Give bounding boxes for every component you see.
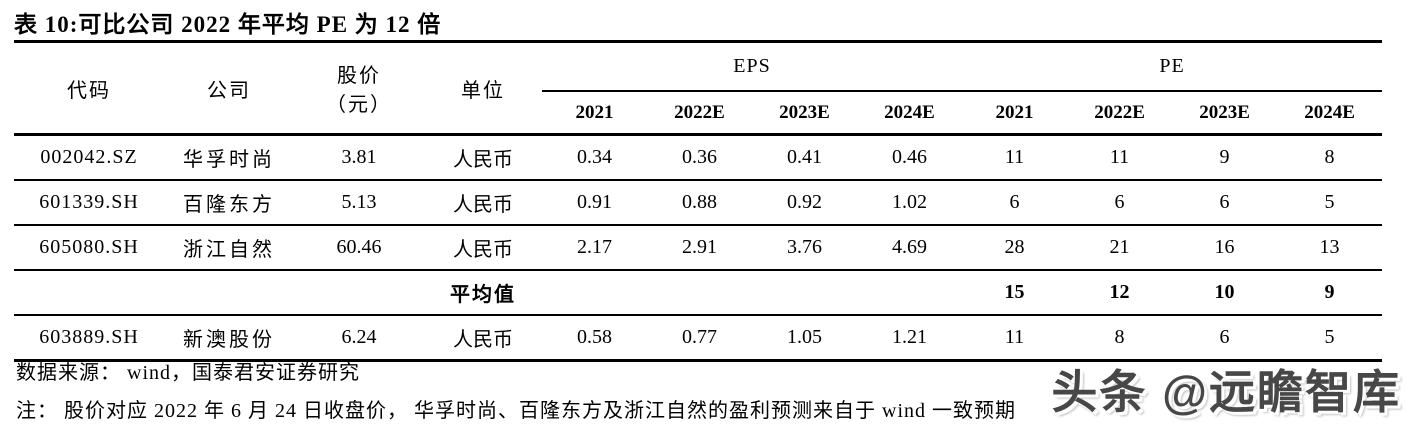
cell-pe-2023e: 6 — [1172, 315, 1278, 362]
cell-price: 6.24 — [294, 315, 424, 362]
cell-eps-2023e: 0.41 — [752, 134, 857, 181]
cell-eps-2024e: 0.46 — [857, 134, 963, 181]
cell-empty — [647, 270, 752, 316]
cell-empty — [752, 270, 857, 316]
cell-avg-pe-2023e: 10 — [1172, 270, 1278, 316]
cell-company: 百隆东方 — [164, 180, 294, 226]
cell-empty — [294, 270, 424, 316]
cell-price: 5.13 — [294, 180, 424, 226]
table-row: 002042.SZ 华孚时尚 3.81 人民币 0.34 0.36 0.41 0… — [14, 134, 1383, 181]
cell-code: 002042.SZ — [14, 134, 164, 181]
cell-pe-2024e: 8 — [1277, 134, 1383, 181]
cell-unit: 人民币 — [424, 134, 542, 181]
eps-year-header-2023e: 2023E — [752, 91, 857, 136]
comparable-companies-table: 代码 公司 股价 （元） 单位 EPS PE 2021 2022E 2023E … — [14, 40, 1383, 362]
cell-unit: 人民币 — [424, 180, 542, 226]
cell-company: 新澳股份 — [164, 315, 294, 362]
cell-price: 60.46 — [294, 225, 424, 271]
cell-company: 浙江自然 — [164, 225, 294, 271]
eps-year-header-2022e: 2022E — [647, 91, 752, 136]
pe-year-header-2024e: 2024E — [1277, 91, 1383, 136]
col-header-price-line2: （元） — [326, 94, 392, 116]
cell-code: 603889.SH — [14, 315, 164, 362]
cell-pe-2021: 11 — [962, 315, 1068, 362]
cell-pe-2024e: 5 — [1277, 180, 1383, 226]
col-header-price-line1: 股价 — [337, 65, 381, 87]
cell-eps-2022e: 0.88 — [647, 180, 752, 226]
cell-pe-2022e: 8 — [1067, 315, 1173, 362]
cell-eps-2021: 0.34 — [542, 134, 647, 181]
cell-eps-2022e: 2.91 — [647, 225, 752, 271]
cell-eps-2024e: 1.21 — [857, 315, 963, 362]
cell-company: 华孚时尚 — [164, 134, 294, 181]
table-year-header-row: 2021 2022E 2023E 2024E 2021 2022E 2023E … — [14, 91, 1383, 136]
cell-avg-pe-2022e: 12 — [1067, 270, 1173, 316]
cell-eps-2023e: 0.92 — [752, 180, 857, 226]
col-header-code: 代码 — [14, 41, 164, 136]
cell-eps-2022e: 0.36 — [647, 134, 752, 181]
table-row: 601339.SH 百隆东方 5.13 人民币 0.91 0.88 0.92 1… — [14, 180, 1383, 226]
cell-pe-2023e: 16 — [1172, 225, 1278, 271]
eps-group-header: EPS — [542, 41, 963, 92]
cell-pe-2021: 28 — [962, 225, 1068, 271]
cell-empty — [164, 270, 294, 316]
cell-pe-2023e: 6 — [1172, 180, 1278, 226]
page-title: 表 10:可比公司 2022 年平均 PE 为 12 倍 — [14, 12, 442, 37]
col-header-unit: 单位 — [424, 41, 542, 136]
cell-eps-2024e: 1.02 — [857, 180, 963, 226]
cell-eps-2023e: 1.05 — [752, 315, 857, 362]
cell-eps-2024e: 4.69 — [857, 225, 963, 271]
watermark: 头条 @远瞻智库 — [1051, 366, 1401, 418]
cell-avg-pe-2021: 15 — [962, 270, 1068, 316]
cell-unit: 人民币 — [424, 315, 542, 362]
cell-eps-2021: 2.17 — [542, 225, 647, 271]
cell-pe-2021: 6 — [962, 180, 1068, 226]
cell-pe-2022e: 21 — [1067, 225, 1173, 271]
col-header-company: 公司 — [164, 41, 294, 136]
pe-year-header-2021: 2021 — [962, 91, 1068, 136]
eps-year-header-2024e: 2024E — [857, 91, 963, 136]
average-label: 平均值 — [424, 270, 542, 316]
cell-code: 605080.SH — [14, 225, 164, 271]
cell-unit: 人民币 — [424, 225, 542, 271]
cell-pe-2024e: 13 — [1277, 225, 1383, 271]
cell-pe-2022e: 11 — [1067, 134, 1173, 181]
average-row: 平均值 15 12 10 9 — [14, 270, 1383, 316]
col-header-price: 股价 （元） — [294, 41, 424, 136]
cell-empty — [14, 270, 164, 316]
pe-year-header-2022e: 2022E — [1067, 91, 1173, 136]
cell-price: 3.81 — [294, 134, 424, 181]
pe-group-header: PE — [962, 41, 1383, 92]
data-source-line: 数据来源： wind，国泰君安证券研究 — [16, 362, 360, 384]
cell-pe-2023e: 9 — [1172, 134, 1278, 181]
cell-pe-2021: 11 — [962, 134, 1068, 181]
cell-empty — [857, 270, 963, 316]
cell-eps-2021: 0.91 — [542, 180, 647, 226]
cell-eps-2021: 0.58 — [542, 315, 647, 362]
cell-eps-2023e: 3.76 — [752, 225, 857, 271]
table-row: 603889.SH 新澳股份 6.24 人民币 0.58 0.77 1.05 1… — [14, 315, 1383, 362]
cell-empty — [542, 270, 647, 316]
table-group-header-row: 代码 公司 股价 （元） 单位 EPS PE — [14, 41, 1383, 136]
cell-code: 601339.SH — [14, 180, 164, 226]
cell-avg-pe-2024e: 9 — [1277, 270, 1383, 316]
note-line: 注： 股价对应 2022 年 6 月 24 日收盘价， 华孚时尚、百隆东方及浙江… — [16, 400, 1016, 422]
eps-year-header-2021: 2021 — [542, 91, 647, 136]
cell-eps-2022e: 0.77 — [647, 315, 752, 362]
pe-year-header-2023e: 2023E — [1172, 91, 1278, 136]
cell-pe-2022e: 6 — [1067, 180, 1173, 226]
table-row: 605080.SH 浙江自然 60.46 人民币 2.17 2.91 3.76 … — [14, 225, 1383, 271]
cell-pe-2024e: 5 — [1277, 315, 1383, 362]
